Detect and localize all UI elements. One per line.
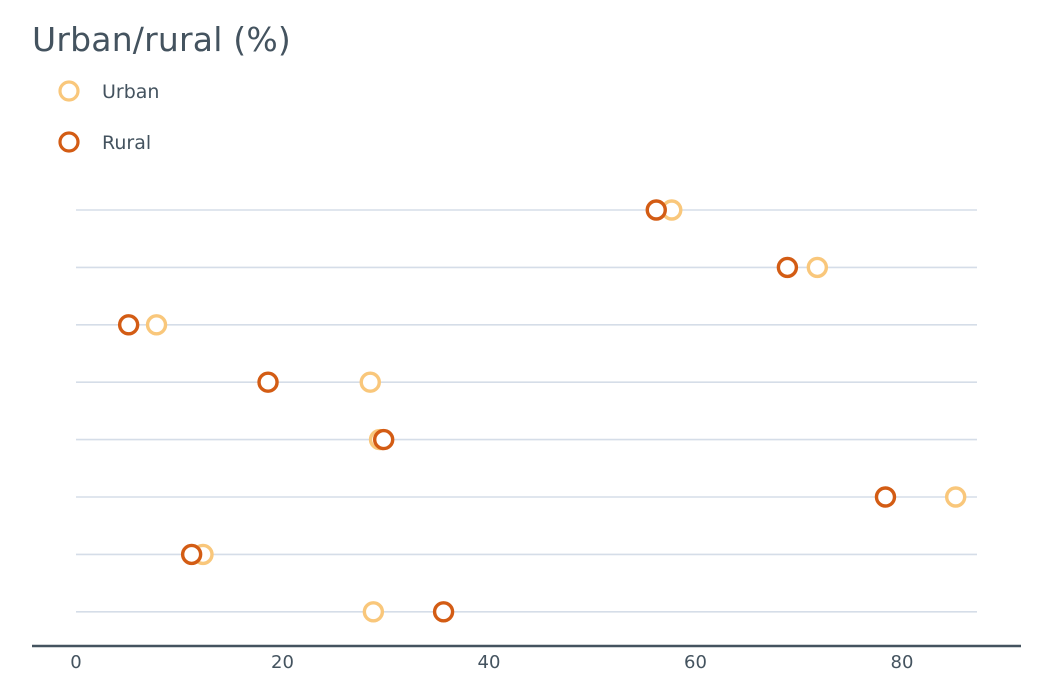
x-tick-label-80: 80 [891,652,914,673]
legend-label-rural: Rural [102,132,151,154]
point-rural-row-2 [776,256,799,279]
point-rural-row-3 [117,314,140,336]
legend-marker-rural [58,131,80,153]
legend: Urban Rural [58,80,159,154]
point-rural-row-5 [372,428,395,451]
point-urban-row-2 [806,256,829,279]
gridlines [76,209,977,613]
x-tick-label-0: 0 [70,652,81,673]
point-rural-row-4 [257,371,279,393]
point-rural-row-6 [874,486,897,508]
point-rural-row-7 [180,543,203,566]
x-tick-label-40: 40 [478,652,501,673]
x-tick-label-60: 60 [684,652,707,673]
chart-title: Urban/rural (%) [32,20,291,59]
legend-label-urban: Urban [102,81,159,103]
point-urban-row-6 [944,486,967,508]
x-axis: 0 20 40 60 80 [32,644,1021,673]
point-urban-row-8 [362,601,385,623]
legend-marker-urban [58,80,80,102]
point-urban-row-4 [359,371,381,393]
point-rural-row-1 [645,199,667,221]
x-tick-label-20: 20 [271,652,294,673]
data-points [117,199,967,623]
point-rural-row-8 [432,601,455,623]
point-urban-row-3 [145,314,168,336]
